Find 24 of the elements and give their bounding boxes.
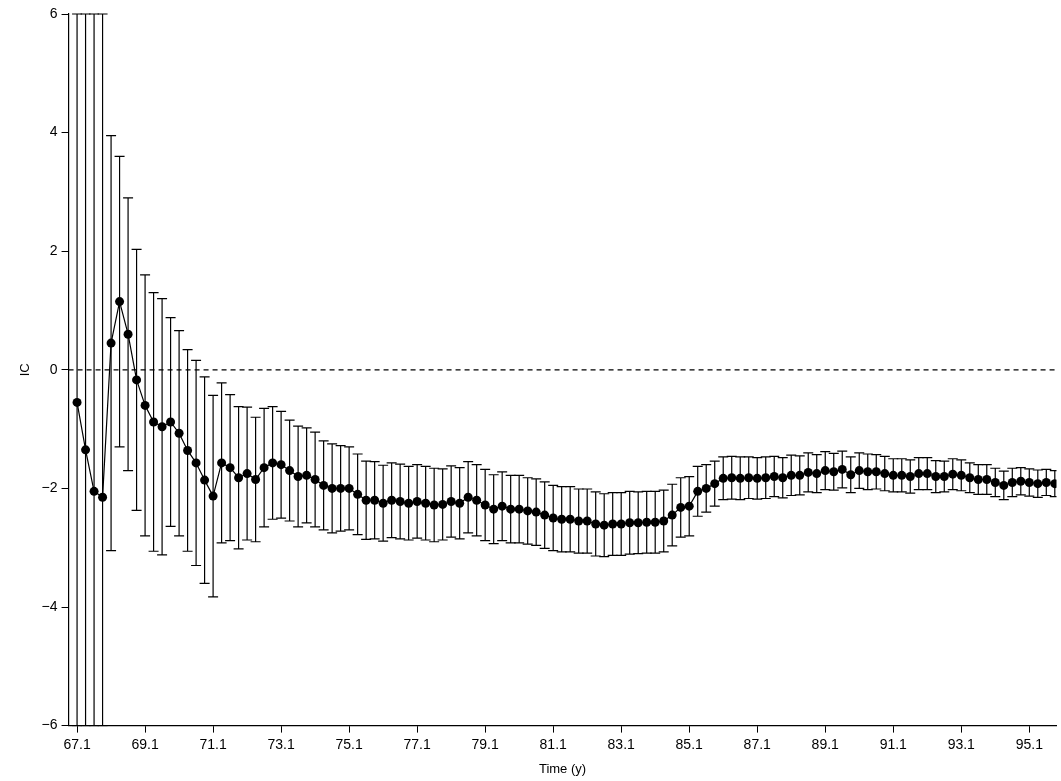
y-tick-label: 2 xyxy=(49,242,58,259)
y-tick-label: 0 xyxy=(49,360,58,377)
y-tick-label: −2 xyxy=(41,479,58,496)
x-tick-label: 81.1 xyxy=(539,735,568,752)
x-tick-label: 71.1 xyxy=(199,735,227,752)
x-tick-label: 89.1 xyxy=(811,735,840,752)
y-axis-title: IC xyxy=(17,363,33,377)
y-tick-label: −4 xyxy=(41,597,58,614)
x-tick-label: 95.1 xyxy=(1015,735,1044,752)
y-tick-label: 4 xyxy=(49,123,58,140)
x-tick-label: 83.1 xyxy=(607,735,636,752)
x-tick-label: 77.1 xyxy=(403,735,431,752)
x-tick-label: 79.1 xyxy=(471,735,499,752)
x-tick-label: 67.1 xyxy=(63,735,91,752)
y-tick-label: −6 xyxy=(41,716,58,733)
x-tick-label: 91.1 xyxy=(879,735,908,752)
x-tick-label: 85.1 xyxy=(675,735,704,752)
x-tick-label: 69.1 xyxy=(131,735,159,752)
y-tick-label: 6 xyxy=(49,4,58,21)
x-tick-label: 75.1 xyxy=(335,735,363,752)
x-tick-label: 93.1 xyxy=(947,735,976,752)
x-tick-label: 87.1 xyxy=(743,735,772,752)
x-tick-label: 73.1 xyxy=(267,735,295,752)
x-axis-title: Time (y) xyxy=(538,760,587,776)
